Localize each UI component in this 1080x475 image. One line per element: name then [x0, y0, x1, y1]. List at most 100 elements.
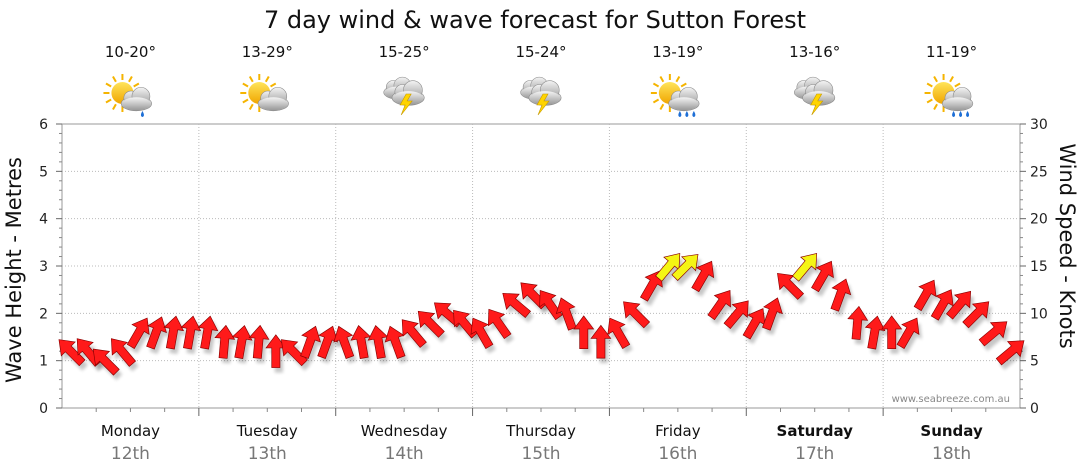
rain-drop [952, 111, 956, 117]
left-tick-label: 4 [39, 212, 48, 228]
wind-arrow [671, 254, 699, 281]
credit-text: www.seabreeze.com.au [892, 394, 1010, 405]
left-tick-label: 0 [39, 401, 48, 417]
day-name-label: Thursday [505, 422, 576, 440]
day-date-label: 16th [658, 444, 697, 464]
sun-ray [242, 82, 249, 88]
partly-cloudy-rain-icon [650, 74, 700, 117]
left-axis-title: Wave Height - Metres [2, 157, 26, 383]
temperature-range-label: 10-20° [105, 43, 156, 61]
sun-ray [248, 76, 254, 83]
wind-arrow [146, 316, 167, 350]
rain-drop [692, 111, 696, 117]
sun-ray [264, 76, 270, 83]
wind-arrow [930, 289, 954, 321]
right-axis-title: Wind Speed - Knots [1055, 143, 1079, 348]
wind-arrow [864, 315, 886, 350]
cloud-shape [802, 80, 836, 106]
sun-ray [659, 103, 665, 110]
sun-ray [933, 103, 938, 110]
chart-title: 7 day wind & wave forecast for Sutton Fo… [264, 6, 806, 34]
wind-arrow [847, 305, 869, 340]
sun-ray [954, 82, 961, 88]
wind-arrow [214, 324, 236, 359]
sun-ray [105, 98, 112, 104]
day-labels: Monday 12th Tuesday 13th Wednesday 14th Thursd… [101, 422, 983, 464]
axis-ticks: 0 01 52 103 154 205 256 30 [39, 117, 1048, 417]
day-date-label: 18th [932, 444, 971, 464]
wind-arrow [723, 300, 749, 329]
left-tick-label: 5 [39, 164, 48, 180]
thunderstorm-icon [383, 76, 425, 116]
rain-drop [685, 111, 689, 117]
sun-ray [652, 98, 660, 104]
wind-arrow [590, 324, 612, 359]
wind-arrow [110, 338, 137, 367]
wind-arrow [248, 324, 270, 359]
day-name-label: Sunday [920, 422, 983, 440]
sun-ray [675, 76, 681, 83]
wind-arrow [573, 315, 595, 349]
left-tick-label: 2 [39, 306, 48, 322]
right-tick-label: 15 [1030, 259, 1048, 275]
sun-ray [659, 76, 665, 83]
temperature-range-label: 13-19° [652, 43, 703, 61]
wind-arrow [639, 270, 663, 302]
right-tick-label: 30 [1030, 117, 1048, 133]
wind-arrow [913, 279, 937, 312]
wind-arrow [792, 253, 818, 282]
left-tick-label: 6 [39, 117, 48, 133]
wind-arrow [691, 260, 715, 293]
gridlines [62, 124, 1020, 408]
left-tick-label: 3 [39, 259, 48, 275]
partly-cloudy-shower-icon [103, 74, 152, 117]
wind-arrow [978, 321, 1008, 347]
cloud-shape [257, 87, 289, 112]
left-tick-label: 1 [39, 354, 48, 370]
thunderstorm-icon [794, 76, 836, 116]
plot-border [61, 123, 1021, 409]
day-name-label: Wednesday [361, 422, 448, 440]
cloud-shape [120, 87, 152, 112]
temperature-range-label: 13-16° [789, 43, 840, 61]
wind-arrow [333, 325, 355, 359]
partly-cloudy-rain-icon [924, 74, 974, 117]
wind-arrow [995, 340, 1025, 366]
wind-arrow [881, 315, 903, 349]
wind-arrow [163, 315, 185, 350]
rain-drop [959, 111, 963, 117]
sun-ray [112, 76, 117, 83]
day-date-label: 13th [248, 444, 287, 464]
sun-ray [128, 76, 133, 83]
sun-ray [933, 76, 938, 83]
wind-arrow [487, 308, 512, 340]
partly-cloudy-icon [240, 74, 289, 112]
wind-arrow-shadows [61, 258, 1028, 381]
temperature-range-label: 15-25° [379, 43, 430, 61]
wind-arrow [555, 297, 577, 331]
wind-arrow [945, 290, 972, 320]
wind-arrow [623, 301, 651, 329]
daily-temperatures: 10-20° 13-29° 15-25° 15-24° 13-19° 13-16° 11-1… [105, 43, 977, 61]
day-name-label: Friday [655, 422, 701, 440]
wind-arrow [470, 317, 494, 349]
wind-arrow [317, 325, 339, 359]
day-name-label: Tuesday [236, 422, 298, 440]
day-date-label: 15th [521, 444, 560, 464]
sun-ray [949, 76, 954, 83]
wind-arrow [58, 339, 86, 367]
rain-drop [678, 111, 682, 117]
wind-arrow [707, 289, 731, 321]
wind-arrow [280, 339, 308, 367]
sun-ray [248, 103, 254, 110]
day-date-label: 17th [795, 444, 834, 464]
right-tick-label: 10 [1030, 306, 1048, 322]
wind-arrow [830, 278, 852, 312]
weather-icons [103, 74, 974, 117]
wind-arrow [502, 292, 531, 319]
sun-ray [270, 82, 277, 88]
wind-arrow [896, 317, 920, 349]
right-tick-label: 25 [1030, 164, 1048, 180]
wind-arrow [962, 301, 990, 329]
